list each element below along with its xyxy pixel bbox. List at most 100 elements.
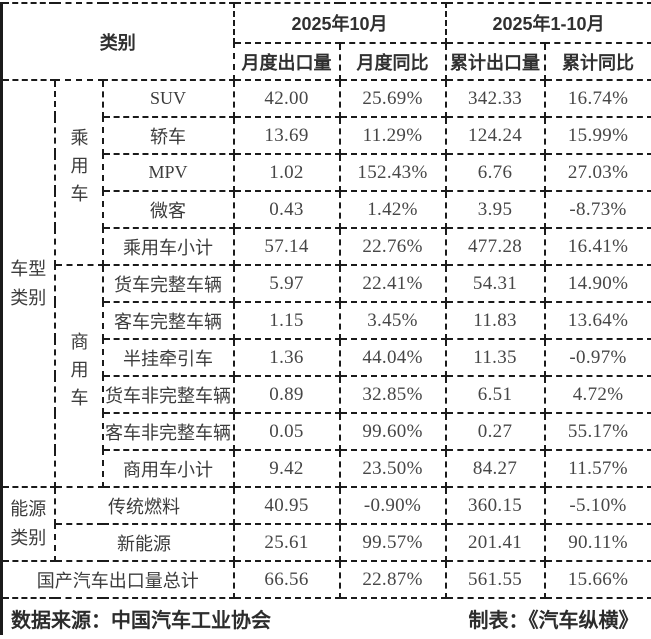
cell-cumulative-yoy: -5.10% <box>543 486 651 525</box>
cell-monthly-volume: 0.43 <box>232 190 341 229</box>
cell-monthly-volume: 0.89 <box>232 375 341 414</box>
cell-monthly-volume: 42.00 <box>232 79 341 118</box>
cell-cumulative-yoy: 27.03% <box>543 153 651 192</box>
header-period-ytd: 2025年1-10月 <box>444 2 651 44</box>
group-commercial-vehicles: 商用车 <box>53 264 104 488</box>
cell-monthly-yoy: 22.76% <box>338 227 447 266</box>
cell-monthly-yoy: 32.85% <box>338 375 447 414</box>
cell-cumulative-volume: 342.33 <box>444 79 546 118</box>
row-label: 货车非完整车辆 <box>101 375 235 414</box>
cell-cumulative-volume: 11.83 <box>444 301 546 340</box>
cell-monthly-yoy: 99.57% <box>338 523 447 562</box>
cell-cumulative-volume: 6.76 <box>444 153 546 192</box>
footer-source: 数据来源：中国汽车工业协会 <box>11 609 271 632</box>
cell-monthly-yoy: 22.41% <box>338 264 447 303</box>
table-row: 货车非完整车辆 0.89 32.85% 6.51 4.72% <box>2 375 651 414</box>
group-passenger-label: 乘用车 <box>68 128 89 212</box>
cell-monthly-yoy: 152.43% <box>338 153 447 192</box>
cell-cumulative-volume: 6.51 <box>444 375 546 414</box>
row-label: 货车完整车辆 <box>101 264 235 303</box>
row-label: 乘用车小计 <box>101 227 235 266</box>
group-passenger-vehicles: 乘用车 <box>53 79 104 266</box>
cell-cumulative-volume: 477.28 <box>444 227 546 266</box>
table-row: 客车完整车辆 1.15 3.45% 11.83 13.64% <box>2 301 651 340</box>
cell-cumulative-yoy: 4.72% <box>543 375 651 414</box>
cell-monthly-volume: 1.36 <box>232 338 341 377</box>
header-monthly-yoy: 月度同比 <box>338 42 447 81</box>
table-row: 轿车 13.69 11.29% 124.24 15.99% <box>2 116 651 155</box>
table-row: 半挂牵引车 1.36 44.04% 11.35 -0.97% <box>2 338 651 377</box>
cell-monthly-yoy: 3.45% <box>338 301 447 340</box>
cell-monthly-volume: 1.15 <box>232 301 341 340</box>
table-row: 商用车小计 9.42 23.50% 84.27 11.57% <box>2 449 651 488</box>
cell-cumulative-yoy: 15.99% <box>543 116 651 155</box>
cell-cumulative-volume: 3.95 <box>444 190 546 229</box>
cell-cumulative-volume: 11.35 <box>444 338 546 377</box>
cell-monthly-volume: 57.14 <box>232 227 341 266</box>
cell-monthly-yoy: -0.90% <box>338 486 447 525</box>
cell-cumulative-volume: 561.55 <box>444 560 546 599</box>
row-label: SUV <box>101 79 235 118</box>
cell-cumulative-volume: 54.31 <box>444 264 546 303</box>
cell-monthly-yoy: 25.69% <box>338 79 447 118</box>
cell-monthly-yoy: 22.87% <box>338 560 447 599</box>
cell-monthly-yoy: 1.42% <box>338 190 447 229</box>
cell-monthly-yoy: 11.29% <box>338 116 447 155</box>
cell-cumulative-volume: 0.27 <box>444 412 546 451</box>
cell-monthly-volume: 9.42 <box>232 449 341 488</box>
cell-cumulative-yoy: 16.41% <box>543 227 651 266</box>
table-row: 乘用车小计 57.14 22.76% 477.28 16.41% <box>2 227 651 266</box>
cell-monthly-yoy: 99.60% <box>338 412 447 451</box>
row-label: 新能源 <box>53 523 235 562</box>
row-label: MPV <box>101 153 235 192</box>
cell-monthly-volume: 13.69 <box>232 116 341 155</box>
table-row: 客车非完整车辆 0.05 99.60% 0.27 55.17% <box>2 412 651 451</box>
row-label: 商用车小计 <box>101 449 235 488</box>
cell-cumulative-volume: 124.24 <box>444 116 546 155</box>
row-label: 微客 <box>101 190 235 229</box>
cell-cumulative-yoy: 55.17% <box>543 412 651 451</box>
group-vehicle-type: 车型类别 <box>0 79 56 488</box>
table-row: 商用车 货车完整车辆 5.97 22.41% 54.31 14.90% <box>2 264 651 488</box>
cell-monthly-volume: 1.02 <box>232 153 341 192</box>
row-label: 传统燃料 <box>53 486 235 525</box>
table-row: 车型类别 乘用车 SUV 42.00 25.69% 342.33 16.74% <box>0 79 651 488</box>
footer-producer: 制表：《汽车纵横》 <box>468 609 639 632</box>
cell-monthly-volume: 66.56 <box>232 560 341 599</box>
cell-cumulative-volume: 201.41 <box>444 523 546 562</box>
header-period-october: 2025年10月 <box>232 2 447 44</box>
cell-cumulative-yoy: 11.57% <box>543 449 651 488</box>
cell-cumulative-yoy: 90.11% <box>543 523 651 562</box>
footer-cell: 数据来源：中国汽车工业协会 制表：《汽车纵横》 <box>0 597 651 635</box>
group-energy-type: 能源类别 <box>0 486 56 562</box>
cell-cumulative-volume: 360.15 <box>444 486 546 525</box>
table-row: 新能源 25.61 99.57% 201.41 90.11% <box>2 523 651 562</box>
cell-cumulative-yoy: 15.66% <box>543 560 651 599</box>
cell-cumulative-yoy: -8.73% <box>543 190 651 229</box>
cell-monthly-yoy: 23.50% <box>338 449 447 488</box>
header-cumulative-volume: 累计出口量 <box>444 42 546 81</box>
footer: 数据来源：中国汽车工业协会 制表：《汽车纵横》 <box>4 602 650 633</box>
cell-cumulative-yoy: 16.74% <box>543 79 651 118</box>
table-row: 微客 0.43 1.42% 3.95 -8.73% <box>2 190 651 229</box>
header-monthly-volume: 月度出口量 <box>232 42 341 81</box>
cell-cumulative-yoy: 14.90% <box>543 264 651 303</box>
header-cumulative-yoy: 累计同比 <box>543 42 651 81</box>
cell-monthly-volume: 40.95 <box>232 486 341 525</box>
cell-monthly-volume: 0.05 <box>232 412 341 451</box>
total-row: 国产汽车出口量总计 66.56 22.87% 561.55 15.66% <box>0 560 651 599</box>
cell-monthly-yoy: 44.04% <box>338 338 447 377</box>
cell-cumulative-yoy: -0.97% <box>543 338 651 377</box>
footer-row: 数据来源：中国汽车工业协会 制表：《汽车纵横》 <box>0 597 651 635</box>
group-commercial-label: 商用车 <box>68 331 89 416</box>
table-row: MPV 1.02 152.43% 6.76 27.03% <box>2 153 651 192</box>
header-category: 类别 <box>0 2 235 81</box>
group-energy-label: 能源类别 <box>10 499 47 548</box>
row-label: 轿车 <box>101 116 235 155</box>
row-label: 半挂牵引车 <box>101 338 235 377</box>
cell-cumulative-yoy: 13.64% <box>543 301 651 340</box>
group-vehicle-type-label: 车型类别 <box>10 258 47 308</box>
total-row-label: 国产汽车出口量总计 <box>0 560 235 599</box>
